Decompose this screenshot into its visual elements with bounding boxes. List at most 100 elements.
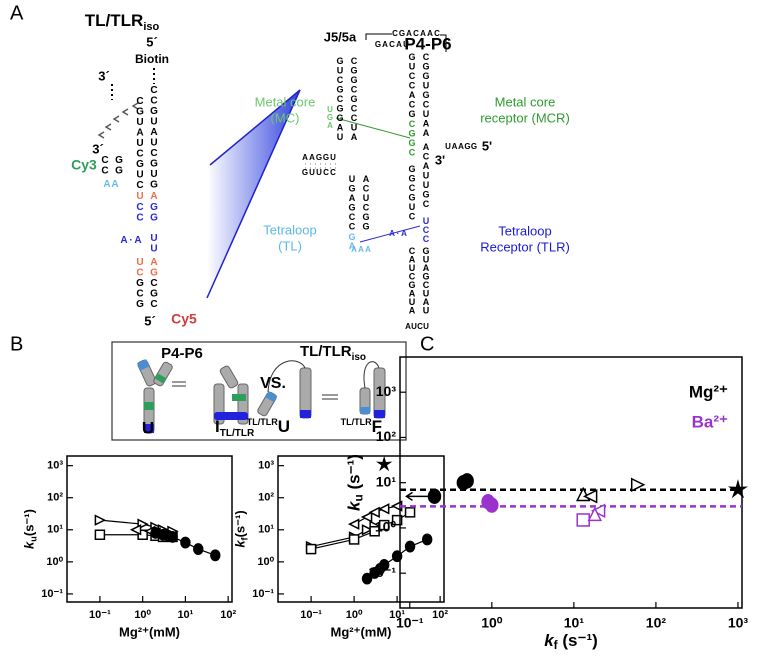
axis-subscript: f xyxy=(240,536,250,540)
zoom-edge xyxy=(209,89,301,166)
y-tick-label: 10⁰ xyxy=(46,556,63,568)
nucleotides: A xyxy=(150,191,157,202)
nucleotides: AAGGU xyxy=(302,153,336,162)
region-label: Tetraloop xyxy=(498,223,551,238)
point xyxy=(582,489,598,504)
plot-frame xyxy=(66,455,233,603)
y-tick-label: 10⁰ xyxy=(375,519,397,535)
state-pre: TL/TLR xyxy=(247,417,278,427)
title-main: TL/TLR xyxy=(300,343,352,360)
x-tick-label: 10⁰ xyxy=(481,615,503,631)
axis-label: Mg²⁺(mM) xyxy=(119,624,180,639)
chevrons xyxy=(97,102,139,139)
y-tick-label: 10⁰ xyxy=(257,556,274,568)
point xyxy=(347,518,360,530)
x-tick-label: 10⁻¹ xyxy=(396,615,424,631)
schematic-shapes xyxy=(136,359,386,434)
axis-label: ku(s⁻¹) xyxy=(22,509,39,549)
region-label: (TL) xyxy=(278,238,302,253)
point xyxy=(421,533,433,546)
point xyxy=(375,455,393,472)
y-tick-label: 10³ xyxy=(47,460,63,472)
x-tick-label: 10³ xyxy=(728,615,749,631)
nucleotides: GACAU xyxy=(375,40,409,49)
contact-line xyxy=(335,117,411,139)
y-tick-label: 10⁻¹ xyxy=(41,588,63,600)
point xyxy=(361,524,374,536)
junction-label: J5/5a xyxy=(324,29,357,44)
x-tick-label: 10⁻¹ xyxy=(89,609,111,621)
x-tick-label: 10¹ xyxy=(564,615,585,631)
region-label: Tetraloop xyxy=(263,222,316,237)
end-label: 5´ xyxy=(144,313,156,328)
y-tick-label: 10³ xyxy=(376,383,397,399)
point xyxy=(305,543,317,555)
plot-frame xyxy=(277,455,445,603)
x-tick-label: 10¹ xyxy=(177,609,193,621)
point xyxy=(377,503,390,515)
x-tick-label: 10⁻¹ xyxy=(300,609,322,621)
y-tick-label: 10² xyxy=(376,428,397,444)
nucleotides: AA xyxy=(103,179,118,190)
panel-label: C xyxy=(420,333,434,355)
nucleotides: AUCU xyxy=(405,322,429,331)
point xyxy=(378,519,390,531)
x-tick-label: 10¹ xyxy=(389,609,405,621)
dye-label: Cy5 xyxy=(171,311,197,327)
end-label: 3´ xyxy=(98,68,110,83)
axis-unit: (s⁻¹) xyxy=(22,509,37,536)
panel-label: A xyxy=(10,2,24,24)
state-label: TL/TLRU xyxy=(247,417,290,436)
point xyxy=(378,559,390,571)
region-label: Metal core xyxy=(255,94,316,109)
axis-subscript: u xyxy=(29,536,39,542)
point xyxy=(485,497,499,513)
point xyxy=(391,514,403,526)
state-main: U xyxy=(278,417,290,436)
point xyxy=(348,534,360,545)
x-tick-label: 10² xyxy=(646,615,667,631)
state-label: ITL/TLR xyxy=(215,417,255,438)
point xyxy=(404,507,416,518)
point xyxy=(193,543,204,556)
dye-label: Cy3 xyxy=(71,157,97,173)
x-tick-label: 10⁰ xyxy=(134,609,151,621)
state-main: F xyxy=(372,417,382,436)
nucleotides: A · A xyxy=(120,235,141,246)
state-main: I xyxy=(215,417,220,436)
schematic-title: TL/TLRiso xyxy=(300,343,366,363)
legend-entry: Ba²⁺ xyxy=(692,412,728,431)
axis-subscript: f xyxy=(554,638,558,652)
axis-symbol: k xyxy=(22,541,37,549)
structure-title: P4-P6 xyxy=(404,34,451,53)
axis-symbol: k xyxy=(544,631,555,650)
point xyxy=(167,530,178,543)
axis-unit: (s⁻¹) xyxy=(233,510,248,537)
end-label: 3' xyxy=(435,152,445,167)
axis-symbol: k xyxy=(233,540,248,548)
y-tick-label: 10¹ xyxy=(47,524,63,536)
title-sub: iso xyxy=(352,352,366,363)
y-tick-label: 10² xyxy=(47,492,63,504)
axis-label: ku (s⁻¹) xyxy=(345,454,366,511)
nucleotides: A · A xyxy=(389,229,407,238)
schematic-title: P4-P6 xyxy=(161,345,203,362)
point xyxy=(630,477,646,492)
